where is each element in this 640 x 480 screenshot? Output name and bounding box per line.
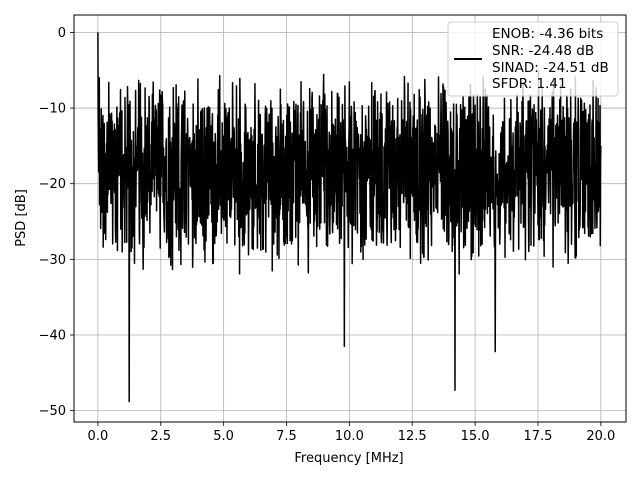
y-tick-label: −20 bbox=[39, 177, 66, 192]
y-tick-label: −50 bbox=[39, 404, 66, 419]
x-tick-label: 10.0 bbox=[335, 429, 364, 444]
y-axis-label: PSD [dB] bbox=[14, 189, 29, 247]
legend-snr: SNR: -24.48 dB bbox=[492, 43, 594, 59]
x-axis-label: Frequency [MHz] bbox=[294, 451, 403, 466]
x-tick-label: 15.0 bbox=[461, 429, 490, 444]
y-tick-label: −30 bbox=[39, 253, 66, 268]
x-tick-label: 2.5 bbox=[150, 429, 171, 444]
y-axis: 0 −10 −20 −30 −40 −50 bbox=[39, 26, 74, 419]
legend-sfdr: SFDR: 1.41 bbox=[492, 76, 567, 92]
legend: ENOB: -4.36 bits SNR: -24.48 dB SINAD: -… bbox=[447, 21, 619, 97]
x-tick-label: 12.5 bbox=[398, 429, 427, 444]
x-tick-label: 0.0 bbox=[88, 429, 109, 444]
x-tick-label: 7.5 bbox=[276, 429, 297, 444]
x-tick-label: 5.0 bbox=[213, 429, 234, 444]
y-tick-label: 0 bbox=[58, 26, 66, 41]
legend-box bbox=[447, 21, 619, 97]
y-tick-label: −40 bbox=[39, 329, 66, 344]
plot-frame bbox=[73, 14, 627, 423]
x-tick-label: 17.5 bbox=[524, 429, 553, 444]
legend-sinad: SINAD: -24.51 dB bbox=[492, 60, 609, 76]
x-axis: 0.0 2.5 5.0 7.5 10.0 12.5 15.0 17.5 20.0 bbox=[88, 422, 615, 444]
y-tick-label: −10 bbox=[39, 102, 66, 117]
x-tick-label: 20.0 bbox=[586, 429, 615, 444]
legend-enob: ENOB: -4.36 bits bbox=[492, 26, 603, 42]
